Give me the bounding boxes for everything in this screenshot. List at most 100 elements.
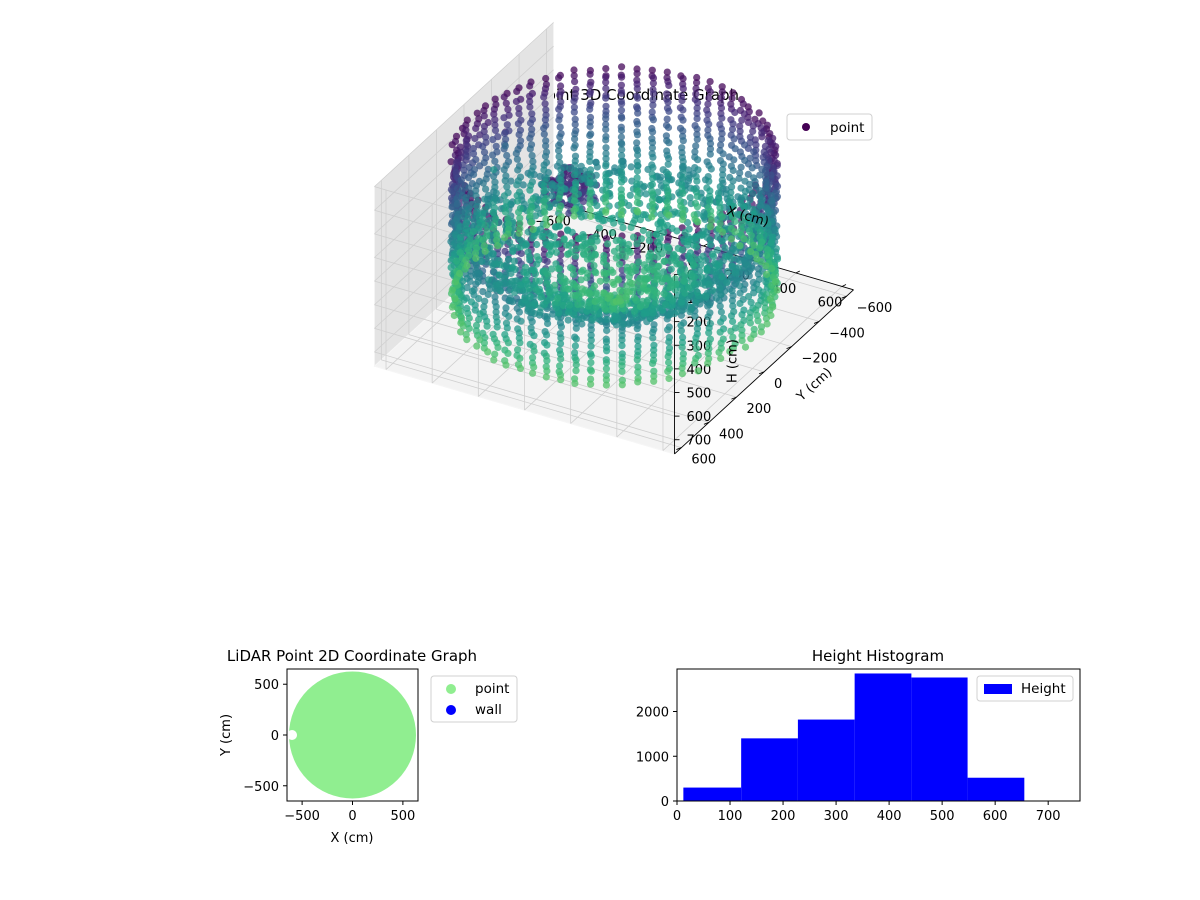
lidar-point (706, 223, 715, 231)
lidar-point (465, 324, 473, 333)
lidar-point (514, 346, 522, 354)
lidar-point (618, 100, 626, 108)
lidar-point (514, 197, 522, 205)
lidar-point (718, 83, 726, 91)
lidar-point (626, 191, 634, 199)
lidar-point (678, 255, 686, 263)
lidar-point (586, 122, 594, 130)
lidar-point (526, 98, 534, 106)
lidar-point (484, 165, 492, 173)
lidar-point (617, 211, 626, 219)
lidar-point (730, 156, 738, 164)
plot-2d-axes: −500 0 500 −500 0 500 (243, 678, 415, 824)
histogram-bar (797, 719, 855, 801)
lidar-point (555, 153, 563, 161)
lidar-point (479, 215, 487, 223)
lidar-point (717, 135, 726, 143)
lidar-point (475, 295, 483, 303)
lidar-point (634, 187, 642, 195)
lidar-point (665, 358, 673, 367)
lidar-point (493, 231, 501, 239)
lidar-point (728, 183, 736, 191)
lidar-point (633, 240, 641, 248)
lidar-point (769, 303, 777, 311)
lidar-point (714, 261, 722, 269)
lidar-point (453, 257, 461, 265)
lidar-point (623, 288, 631, 296)
lidar-point (678, 343, 686, 351)
lidar-point (764, 246, 772, 254)
lidar-point (764, 209, 772, 217)
lidar-point (542, 142, 550, 150)
lidar-point (718, 88, 726, 96)
lidar-point (665, 81, 673, 89)
lidar-point (606, 292, 614, 300)
lidar-point (740, 316, 748, 325)
lidar-point (767, 311, 775, 320)
lidar-point (665, 107, 673, 115)
lidar-point (648, 213, 656, 221)
lidar-point (691, 359, 699, 367)
lidar-point (589, 314, 597, 322)
lidar-point (529, 157, 537, 166)
lidar-point (527, 197, 535, 206)
lidar-point (602, 115, 610, 123)
lidar-point (457, 319, 465, 327)
lidar-point (649, 153, 657, 161)
lidar-point (672, 280, 680, 288)
lidar-point (630, 294, 639, 302)
lidar-point (717, 94, 725, 102)
lidar-point (500, 192, 508, 200)
lidar-point (702, 292, 710, 300)
lidar-point (749, 127, 757, 135)
lidar-point (705, 198, 714, 206)
lidar-point (602, 186, 610, 194)
lidar-point (516, 354, 524, 362)
lidar-point (557, 355, 565, 363)
point-cloud-disc (289, 671, 416, 799)
lidar-point (750, 241, 758, 249)
lidar-point (596, 277, 604, 285)
histogram-legend-swatch (984, 684, 1012, 694)
x-tick-label: 600 (983, 809, 1008, 824)
lidar-point (679, 173, 687, 182)
lidar-point (740, 235, 748, 243)
lidar-point (494, 133, 502, 141)
lidar-point (572, 367, 580, 375)
lidar-point (693, 203, 702, 211)
lidar-point (548, 192, 556, 200)
lidar-point (640, 261, 649, 269)
lidar-point (617, 163, 626, 171)
lidar-point (570, 66, 578, 74)
lidar-point (627, 163, 635, 171)
lidar-point (728, 287, 736, 295)
lidar-point (587, 359, 595, 367)
lidar-point (729, 166, 737, 175)
lidar-point (699, 227, 707, 235)
lidar-point (557, 376, 565, 384)
lidar-point (501, 177, 509, 185)
lidar-point (693, 73, 701, 82)
x-tick (703, 243, 708, 247)
lidar-point (513, 191, 521, 200)
lidar-point (639, 226, 648, 235)
lidar-point (716, 284, 724, 292)
lidar-point (690, 260, 698, 268)
lidar-point (718, 176, 726, 184)
lidar-point (491, 183, 499, 191)
lidar-point (634, 342, 642, 350)
lidar-point (551, 281, 559, 289)
lidar-point (577, 213, 586, 221)
lidar-point (727, 194, 735, 202)
lidar-point (717, 318, 725, 326)
lidar-point (693, 177, 701, 185)
lidar-point (729, 120, 737, 128)
lidar-point (633, 325, 641, 333)
lidar-point (602, 365, 611, 373)
lidar-point (568, 228, 576, 236)
lidar-point (679, 75, 687, 83)
lidar-point (758, 217, 766, 225)
lidar-point (741, 156, 749, 165)
lidar-point (738, 116, 746, 124)
lidar-point (746, 133, 755, 141)
